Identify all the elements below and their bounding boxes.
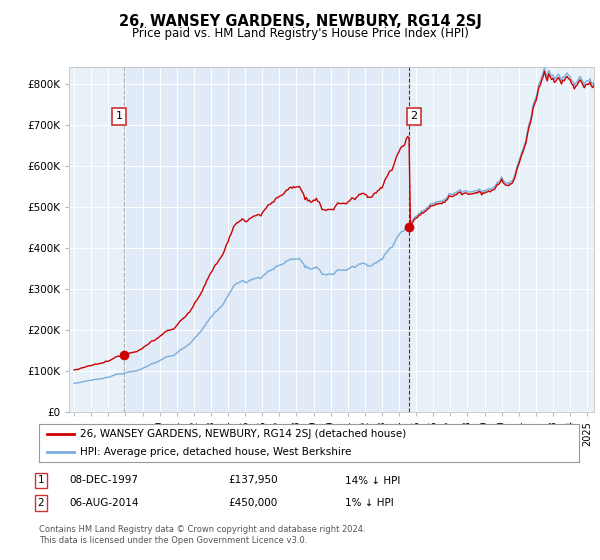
Text: Price paid vs. HM Land Registry's House Price Index (HPI): Price paid vs. HM Land Registry's House … <box>131 27 469 40</box>
Text: 1: 1 <box>115 111 122 122</box>
Text: 26, WANSEY GARDENS, NEWBURY, RG14 2SJ: 26, WANSEY GARDENS, NEWBURY, RG14 2SJ <box>119 14 481 29</box>
Text: 14% ↓ HPI: 14% ↓ HPI <box>345 475 400 486</box>
Text: 2: 2 <box>410 111 418 122</box>
Text: £137,950: £137,950 <box>228 475 278 486</box>
Text: Contains HM Land Registry data © Crown copyright and database right 2024.
This d: Contains HM Land Registry data © Crown c… <box>39 525 365 545</box>
Text: 1: 1 <box>37 475 44 486</box>
Bar <box>124 67 409 412</box>
Text: £450,000: £450,000 <box>228 498 277 508</box>
Text: 08-DEC-1997: 08-DEC-1997 <box>69 475 138 486</box>
Text: HPI: Average price, detached house, West Berkshire: HPI: Average price, detached house, West… <box>79 447 351 457</box>
Text: 2: 2 <box>37 498 44 508</box>
Text: 1% ↓ HPI: 1% ↓ HPI <box>345 498 394 508</box>
Text: 26, WANSEY GARDENS, NEWBURY, RG14 2SJ (detached house): 26, WANSEY GARDENS, NEWBURY, RG14 2SJ (d… <box>79 429 406 439</box>
Text: 06-AUG-2014: 06-AUG-2014 <box>69 498 139 508</box>
